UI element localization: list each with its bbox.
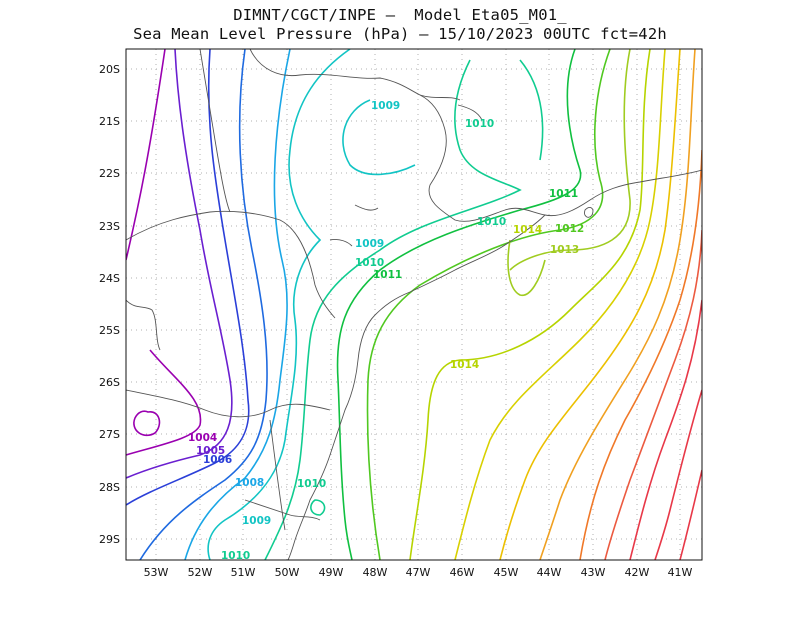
contour-1016 bbox=[499, 49, 681, 560]
contour-1009 bbox=[207, 49, 351, 560]
contour-1012 bbox=[366, 49, 611, 560]
contour-1014 bbox=[409, 49, 651, 560]
lon-label: 43W bbox=[581, 566, 606, 579]
contour-1007 bbox=[139, 49, 268, 560]
coastline-borders bbox=[126, 49, 702, 560]
latitude-axis: 20S 21S 22S 23S 24S 25S 26S 27S 28S 29S bbox=[99, 63, 120, 546]
lat-label: 21S bbox=[99, 115, 120, 128]
contour-label: 1014 bbox=[513, 224, 542, 236]
contour-label: 1010 bbox=[355, 257, 384, 269]
contour-1010 bbox=[519, 59, 544, 161]
map-title: DIMNT/CGCT/INPE – Model Eta05_M01_ bbox=[233, 6, 567, 24]
contour-label: 1012 bbox=[555, 223, 584, 235]
lon-label: 46W bbox=[450, 566, 475, 579]
contour-label: 1009 bbox=[371, 100, 400, 112]
contour-1004 bbox=[126, 49, 166, 261]
lon-label: 44W bbox=[537, 566, 562, 579]
lat-label: 25S bbox=[99, 324, 120, 337]
contour-1019 bbox=[604, 229, 702, 560]
contour-label: 1008 bbox=[235, 477, 264, 489]
contour-label: 1009 bbox=[242, 515, 271, 527]
contour-1020 bbox=[679, 469, 702, 560]
lon-label: 50W bbox=[275, 566, 300, 579]
lon-label: 51W bbox=[231, 566, 256, 579]
contour-1010 bbox=[310, 499, 326, 516]
contour-label: 1010 bbox=[221, 550, 250, 562]
lon-label: 48W bbox=[363, 566, 388, 579]
contour-labels: 1009 1010 1011 1010 1014 1012 1013 1009 … bbox=[188, 100, 584, 562]
contour-label: 1011 bbox=[373, 269, 402, 281]
contour-1009 bbox=[342, 99, 416, 176]
contour-1004 bbox=[133, 410, 161, 437]
lon-label: 45W bbox=[494, 566, 519, 579]
longitude-axis: 53W 52W 51W 50W 49W 48W 47W 46W 45W 44W … bbox=[144, 566, 693, 579]
lat-label: 23S bbox=[99, 220, 120, 233]
contour-label: 1005 bbox=[196, 445, 225, 457]
contour-label: 1013 bbox=[550, 244, 579, 256]
lon-label: 49W bbox=[319, 566, 344, 579]
map-frame bbox=[125, 48, 703, 561]
lon-label: 41W bbox=[668, 566, 693, 579]
lon-label: 47W bbox=[406, 566, 431, 579]
contour-1013 bbox=[509, 49, 631, 271]
lat-label: 24S bbox=[99, 272, 120, 285]
contour-1005 bbox=[126, 49, 233, 479]
contour-1004 bbox=[126, 349, 202, 456]
contour-label: 1004 bbox=[188, 432, 217, 444]
map-subtitle: Sea Mean Level Pressure (hPa) – 15/10/20… bbox=[133, 25, 667, 43]
lon-label: 53W bbox=[144, 566, 169, 579]
contour-label: 1009 bbox=[355, 238, 384, 250]
lat-lon-grid bbox=[126, 49, 702, 560]
contour-1018 bbox=[579, 149, 702, 560]
contour-label: 1006 bbox=[203, 454, 232, 466]
lat-label: 20S bbox=[99, 63, 120, 76]
contour-1017 bbox=[539, 49, 696, 560]
contour-label: 1010 bbox=[477, 216, 506, 228]
contour-1011 bbox=[336, 49, 582, 560]
contour-1015 bbox=[454, 49, 666, 560]
contour-1013 bbox=[507, 239, 546, 296]
lat-label: 28S bbox=[99, 481, 120, 494]
lat-label: 27S bbox=[99, 428, 120, 441]
lat-label: 22S bbox=[99, 167, 120, 180]
lat-label: 26S bbox=[99, 376, 120, 389]
contour-1020 bbox=[654, 389, 702, 560]
contour-1008 bbox=[184, 49, 291, 560]
contour-1020 bbox=[629, 299, 702, 560]
contour-label: 1014 bbox=[450, 359, 479, 371]
contour-1006 bbox=[126, 49, 250, 506]
lat-label: 29S bbox=[99, 533, 120, 546]
contour-label: 1010 bbox=[465, 118, 494, 130]
contour-label: 1010 bbox=[297, 478, 326, 490]
contour-1010 bbox=[264, 59, 522, 560]
lon-label: 42W bbox=[625, 566, 650, 579]
lon-label: 52W bbox=[188, 566, 213, 579]
contour-label: 1011 bbox=[549, 188, 578, 200]
